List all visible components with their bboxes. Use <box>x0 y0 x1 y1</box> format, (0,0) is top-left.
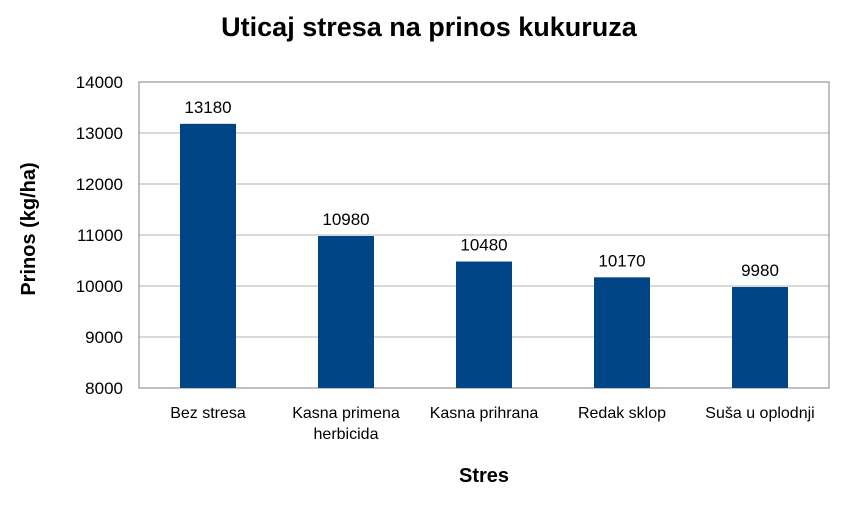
bar <box>180 123 236 388</box>
x-category-labels: Bez stresa Kasna primena herbicida Kasna pr… <box>170 405 815 443</box>
y-tick-label: 12000 <box>76 175 123 194</box>
bar <box>318 236 374 388</box>
x-category-label: Kasna primena herbicida <box>292 405 400 443</box>
data-label: 13180 <box>184 98 231 117</box>
x-category-label: Bez stresa <box>170 405 246 422</box>
data-labels: 13180 10980 10480 10170 9980 <box>184 98 779 280</box>
x-axis-title: Stres <box>459 465 509 487</box>
x-category-label: Kasna prihrana <box>430 405 539 422</box>
y-tick-label: 8000 <box>85 379 123 398</box>
chart-title: Uticaj stresa na prinos kukuruza <box>221 12 637 42</box>
data-label: 10170 <box>598 251 645 270</box>
y-tick-label: 11000 <box>77 226 123 245</box>
x-category-label: Redak sklop <box>578 405 666 422</box>
y-tick-label: 9000 <box>85 328 123 347</box>
bars <box>180 123 788 388</box>
bar <box>732 287 788 388</box>
data-label: 10480 <box>460 236 507 255</box>
y-tick-labels: 8000 9000 10000 11000 12000 13000 14000 <box>76 73 123 398</box>
y-tick-label: 14000 <box>76 73 123 92</box>
y-tick-label: 13000 <box>76 124 123 143</box>
data-label: 10980 <box>322 210 369 229</box>
bar <box>594 277 650 388</box>
y-axis-title: Prinos (kg/ha) <box>18 162 40 295</box>
y-tick-label: 10000 <box>76 277 123 296</box>
bar <box>456 261 512 388</box>
data-label: 9980 <box>741 261 779 280</box>
x-category-label: Suša u oplodnji <box>705 405 814 422</box>
